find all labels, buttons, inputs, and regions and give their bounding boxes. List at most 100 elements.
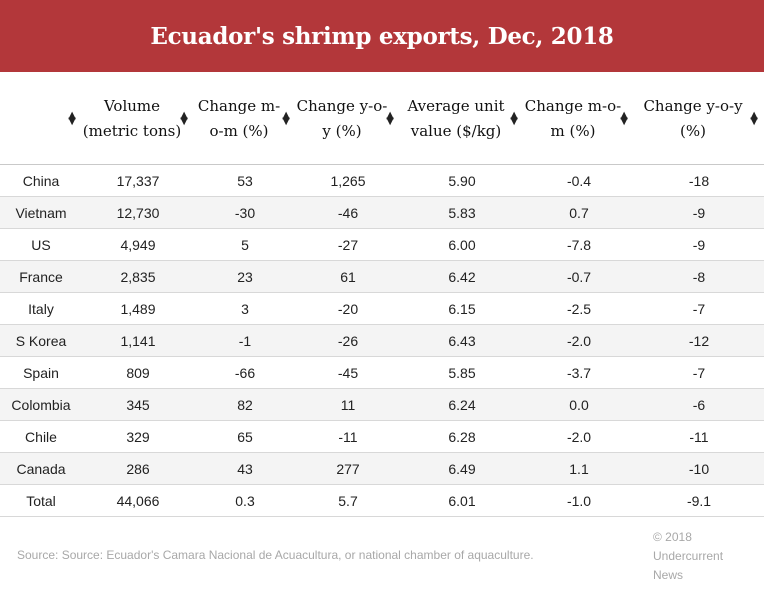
table-row: China 17,337 53 1,265 5.90 -0.4 -18 — [0, 164, 764, 197]
table-cell-unit-value-change-mom: 0.0 — [524, 388, 634, 421]
table-row: Vietnam 12,730 -30 -46 5.83 0.7 -9 — [0, 196, 764, 229]
table-cell-country: Spain — [0, 356, 82, 389]
table-cell-volume-change-mom: 65 — [194, 420, 296, 453]
table-cell-unit-value-change-yoy: -6 — [634, 388, 764, 421]
column-header-unit-value[interactable]: Average unit value ($/kg) ▲ ▼ — [400, 74, 524, 165]
table-cell-unit-value: 6.49 — [400, 452, 524, 485]
table-cell-volume: 44,066 — [82, 484, 194, 517]
table-cell-volume: 1,489 — [82, 292, 194, 325]
table-cell-unit-value-change-yoy: -18 — [634, 164, 764, 197]
column-header-unit-value-change-yoy[interactable]: Change y-o-y (%) ▲ ▼ — [634, 74, 764, 165]
table-cell-volume-change-yoy: 11 — [296, 388, 400, 421]
table-cell-unit-value-change-yoy: -10 — [634, 452, 764, 485]
table-cell-country: Total — [0, 484, 82, 517]
table-cell-volume-change-mom: 23 — [194, 260, 296, 293]
table-cell-volume-change-mom: -30 — [194, 196, 296, 229]
table-cell-unit-value: 6.28 — [400, 420, 524, 453]
table-cell-unit-value: 6.00 — [400, 228, 524, 261]
table-cell-unit-value: 5.85 — [400, 356, 524, 389]
sort-updown-icon[interactable]: ▲ ▼ — [750, 110, 758, 127]
table-cell-volume-change-mom: 3 — [194, 292, 296, 325]
table-cell-volume: 345 — [82, 388, 194, 421]
table-cell-volume: 12,730 — [82, 196, 194, 229]
table-cell-volume: 2,835 — [82, 260, 194, 293]
table-cell-volume-change-mom: 82 — [194, 388, 296, 421]
table-cell-unit-value: 6.42 — [400, 260, 524, 293]
header-row: ▲ ▼ Volume (metric tons) ▲ ▼ Change m-o-m (%)… — [0, 74, 764, 165]
table-cell-unit-value-change-mom: -1.0 — [524, 484, 634, 517]
column-header-volume[interactable]: Volume (metric tons) ▲ ▼ — [82, 74, 194, 165]
table-cell-volume-change-yoy: 277 — [296, 452, 400, 485]
table-cell-volume-change-mom: 0.3 — [194, 484, 296, 517]
table-cell-country: Italy — [0, 292, 82, 325]
column-header-label: Change m-o-m (%) — [197, 97, 281, 140]
sort-updown-icon[interactable]: ▲ ▼ — [282, 110, 290, 127]
table-cell-volume-change-yoy: 5.7 — [296, 484, 400, 517]
table-cell-unit-value-change-mom: -2.5 — [524, 292, 634, 325]
table-cell-unit-value-change-mom: -2.0 — [524, 420, 634, 453]
table-cell-volume-change-mom: -66 — [194, 356, 296, 389]
table-cell-volume-change-yoy: 1,265 — [296, 164, 400, 197]
table-cell-unit-value-change-mom: -7.8 — [524, 228, 634, 261]
table-cell-unit-value-change-mom: -2.0 — [524, 324, 634, 357]
column-header-volume-change-mom[interactable]: Change m-o-m (%) ▲ ▼ — [194, 74, 296, 165]
table-row: S Korea 1,141 -1 -26 6.43 -2.0 -12 — [0, 324, 764, 357]
table-cell-unit-value: 6.01 — [400, 484, 524, 517]
table-row: US 4,949 5 -27 6.00 -7.8 -9 — [0, 228, 764, 261]
table-cell-unit-value: 5.90 — [400, 164, 524, 197]
table-cell-volume-change-mom: 53 — [194, 164, 296, 197]
table-cell-volume-change-yoy: 61 — [296, 260, 400, 293]
column-header-label: Volume (metric tons) — [82, 97, 182, 140]
column-header-volume-change-yoy[interactable]: Change y-o-y (%) ▲ ▼ — [296, 74, 400, 165]
table-cell-unit-value-change-mom: -0.4 — [524, 164, 634, 197]
table-cell-unit-value-change-yoy: -9.1 — [634, 484, 764, 517]
table-cell-country: China — [0, 164, 82, 197]
sort-updown-icon[interactable]: ▲ ▼ — [620, 110, 628, 127]
table-cell-country: Canada — [0, 452, 82, 485]
column-header-country[interactable]: ▲ ▼ — [0, 74, 82, 165]
table-cell-volume-change-yoy: -45 — [296, 356, 400, 389]
table-cell-volume-change-yoy: -11 — [296, 420, 400, 453]
table-row: Canada 286 43 277 6.49 1.1 -10 — [0, 452, 764, 485]
table-cell-volume: 286 — [82, 452, 194, 485]
table-cell-volume: 809 — [82, 356, 194, 389]
table-cell-unit-value-change-mom: -0.7 — [524, 260, 634, 293]
column-header-label: Average unit value ($/kg) — [407, 97, 505, 140]
table-cell-volume: 4,949 — [82, 228, 194, 261]
table-cell-volume: 329 — [82, 420, 194, 453]
table-cell-unit-value: 5.83 — [400, 196, 524, 229]
table-row: Chile 329 65 -11 6.28 -2.0 -11 — [0, 420, 764, 453]
table-row: Colombia 345 82 11 6.24 0.0 -6 — [0, 388, 764, 421]
table-row: Italy 1,489 3 -20 6.15 -2.5 -7 — [0, 292, 764, 325]
table-cell-unit-value-change-yoy: -12 — [634, 324, 764, 357]
column-header-unit-value-change-mom[interactable]: Change m-o-m (%) ▲ ▼ — [524, 74, 634, 165]
table-cell-unit-value-change-yoy: -8 — [634, 260, 764, 293]
sort-updown-icon[interactable]: ▲ ▼ — [180, 110, 188, 127]
column-header-label: Change y-o-y (%) — [643, 97, 743, 140]
sort-updown-icon[interactable]: ▲ ▼ — [68, 110, 76, 127]
table-cell-unit-value-change-yoy: -7 — [634, 356, 764, 389]
table-cell-unit-value-change-mom: -3.7 — [524, 356, 634, 389]
table-body: China 17,337 53 1,265 5.90 -0.4 -18 Vietnam 12,7… — [0, 164, 764, 517]
table-cell-volume-change-yoy: -26 — [296, 324, 400, 357]
table-cell-volume-change-yoy: -27 — [296, 228, 400, 261]
table-cell-unit-value-change-mom: 0.7 — [524, 196, 634, 229]
column-header-label: Change y-o-y (%) — [296, 97, 388, 140]
table-cell-unit-value-change-yoy: -9 — [634, 196, 764, 229]
source-note: Source: Source: Ecuador's Camara Naciona… — [17, 548, 534, 562]
table-cell-volume: 1,141 — [82, 324, 194, 357]
sort-updown-icon[interactable]: ▲ ▼ — [510, 110, 518, 127]
table-cell-unit-value: 6.24 — [400, 388, 524, 421]
sort-updown-icon[interactable]: ▲ ▼ — [386, 110, 394, 127]
table-cell-unit-value-change-yoy: -11 — [634, 420, 764, 453]
title-bar: Ecuador's shrimp exports, Dec, 2018 — [0, 0, 764, 72]
table-cell-country: Colombia — [0, 388, 82, 421]
table-cell-volume-change-mom: -1 — [194, 324, 296, 357]
table-cell-volume-change-mom: 43 — [194, 452, 296, 485]
table-cell-country: US — [0, 228, 82, 261]
table-cell-unit-value-change-yoy: -7 — [634, 292, 764, 325]
table-cell-unit-value: 6.15 — [400, 292, 524, 325]
table-cell-volume-change-yoy: -46 — [296, 196, 400, 229]
table-cell-country: France — [0, 260, 82, 293]
table-cell-volume: 17,337 — [82, 164, 194, 197]
